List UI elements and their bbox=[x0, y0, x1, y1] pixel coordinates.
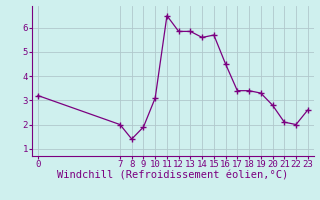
X-axis label: Windchill (Refroidissement éolien,°C): Windchill (Refroidissement éolien,°C) bbox=[57, 171, 288, 181]
